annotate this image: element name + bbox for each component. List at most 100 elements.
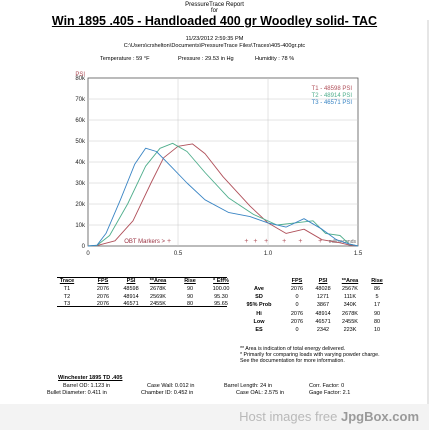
stats-cell: 95.65 — [214, 301, 228, 307]
summary-cell: 3867 — [316, 302, 330, 309]
x-tick-label: 0.5 — [174, 251, 183, 257]
chamber-id: Chamber ID: 0.452 in — [141, 390, 194, 396]
legend-entry-t3: T3 - 46571 PSI — [312, 100, 353, 106]
summary-cell: 2455K — [342, 318, 358, 325]
stats-cell: 90 — [186, 293, 194, 300]
stats-cell: 95.30 — [214, 293, 228, 300]
barrel-length: Barrel Length: 24 in — [224, 383, 273, 389]
stats-header: Rise — [184, 278, 196, 284]
summary-cell: 10 — [373, 327, 381, 333]
stats-cell: T3 — [63, 301, 71, 307]
page-edge-shadow — [427, 20, 429, 404]
file-path: C:\Users\crshelton\Documents\PressureTra… — [123, 43, 306, 49]
y-tick-label: 50k — [75, 139, 86, 145]
y-tick-label: 70k — [75, 97, 86, 103]
stats-cell: 2076 — [96, 301, 110, 307]
summary-cell: 48914 — [315, 310, 331, 317]
summary-cell: 48028 — [315, 286, 331, 292]
y-tick-label: 80k — [75, 76, 86, 82]
stats-header: FPS — [97, 278, 109, 284]
stats-divider-bottom — [57, 306, 227, 307]
main-title-text: Win 1895 .405 - Handloaded 400 gr Woodle… — [51, 14, 378, 28]
stats-cell: 90 — [186, 286, 194, 292]
summary-header: FPS — [291, 278, 303, 284]
summary-cell: 17 — [373, 302, 381, 309]
stats-cell: 46571 — [123, 301, 139, 307]
corr-factor: Corr. Factor: 0 — [309, 383, 345, 389]
summary-cell: 2567K — [342, 286, 358, 292]
temperature: Temperature : 59 °F — [100, 56, 150, 62]
legend-entry-t1: T1 - 48598 PSI — [312, 86, 353, 92]
obt-marker: + — [167, 238, 171, 245]
stats-cell: 2678K — [150, 286, 166, 292]
summary-cell: 340K — [343, 302, 357, 309]
watermark-text: Host images free JpgBox.com — [239, 409, 419, 424]
summary-cell: 5 — [375, 294, 379, 301]
stats-header: **Area — [149, 278, 167, 284]
barrel-od: Barrel OD: 1.123 in — [63, 383, 111, 389]
summary-cell: 2342 — [316, 327, 330, 333]
for-label: for — [210, 8, 218, 14]
summary-cell: 2076 — [290, 310, 304, 317]
y-tick-label: 0 — [82, 244, 86, 250]
watermark-bar: Host images free JpgBox.com — [0, 404, 429, 430]
note-docs: See the documentation for more informati… — [240, 358, 345, 364]
obt-marker: + — [264, 238, 268, 245]
summary-cell: 0 — [295, 327, 299, 333]
x-tick-label: 1.0 — [264, 251, 273, 257]
summary-header: **Area — [341, 278, 359, 284]
stats-cell: 80 — [186, 301, 194, 307]
summary-header: Rise — [371, 278, 383, 284]
stats-cell: 100.00 — [212, 286, 230, 292]
obt-marker: + — [253, 238, 257, 245]
stats-header: PSI — [126, 278, 136, 284]
stats-cell: T2 — [63, 293, 71, 300]
summary-cell: 0 — [295, 294, 299, 301]
report-date: 11/23/2012 2:59:35 PM — [185, 36, 244, 42]
summary-cell: 111K — [343, 294, 357, 301]
summary-cell: 223K — [343, 327, 357, 333]
note-area: ** Area is indication of total energy de… — [240, 346, 346, 352]
pressure: Pressure : 29.53 in Hg — [178, 56, 234, 62]
summary-row-label: Hi — [256, 310, 262, 317]
report-title: PressureTrace Report — [185, 2, 244, 8]
obt-marker: + — [282, 238, 286, 245]
stats-cell: 48598 — [123, 286, 139, 292]
y-tick-label: 30k — [75, 181, 86, 187]
summary-cell: 2678K — [342, 310, 358, 317]
stats-cell: T1 — [63, 286, 71, 292]
stats-cell: 2076 — [96, 286, 110, 292]
gage-factor: Gage Factor: 2.1 — [309, 390, 351, 396]
x-tick-label: 0 — [86, 251, 90, 257]
summary-row-label: 95% Prob — [246, 302, 272, 309]
summary-cell: 0 — [295, 302, 299, 309]
obt-marker: + — [298, 238, 302, 245]
summary-row-label: ES — [255, 327, 263, 333]
stats-cell: 48914 — [123, 293, 139, 300]
summary-cell: 86 — [373, 286, 381, 292]
summary-cell: 2076 — [290, 286, 304, 292]
watermark-brand[interactable]: JpgBox.com — [340, 409, 419, 424]
case-wall: Case Wall: 0.012 in — [147, 383, 195, 389]
main-title: Win 1895 .405 - Handloaded 400 gr Woodle… — [0, 14, 429, 28]
rifle-name: Winchester 1895 TD .405 — [58, 375, 123, 381]
y-tick-label: 60k — [75, 118, 86, 124]
obt-marker: + — [244, 238, 248, 245]
summary-cell: 1271 — [316, 294, 330, 301]
obt-marker: + — [318, 238, 322, 245]
watermark-prefix: Host images free — [239, 409, 341, 424]
summary-cell: 46571 — [315, 318, 331, 325]
series-line-t1 — [87, 143, 359, 247]
series-line-t3 — [87, 147, 359, 247]
stats-cell: 2076 — [96, 293, 110, 300]
stats-cell: 2455K — [150, 301, 166, 307]
bullet-diameter: Bullet Diameter: 0.411 in — [47, 390, 107, 396]
summary-row-label: SD — [255, 294, 263, 301]
summary-cell: 2076 — [290, 318, 304, 325]
case-oal: Case OAL: 2.575 in — [236, 390, 285, 396]
humidity: Humidity : 78 % — [255, 56, 295, 62]
stats-header: * Eff% — [213, 278, 229, 284]
stats-header: Trace — [59, 278, 75, 284]
note-eff: * Primarily for comparing loads with var… — [240, 352, 380, 358]
stats-cell: 2569K — [150, 293, 166, 300]
